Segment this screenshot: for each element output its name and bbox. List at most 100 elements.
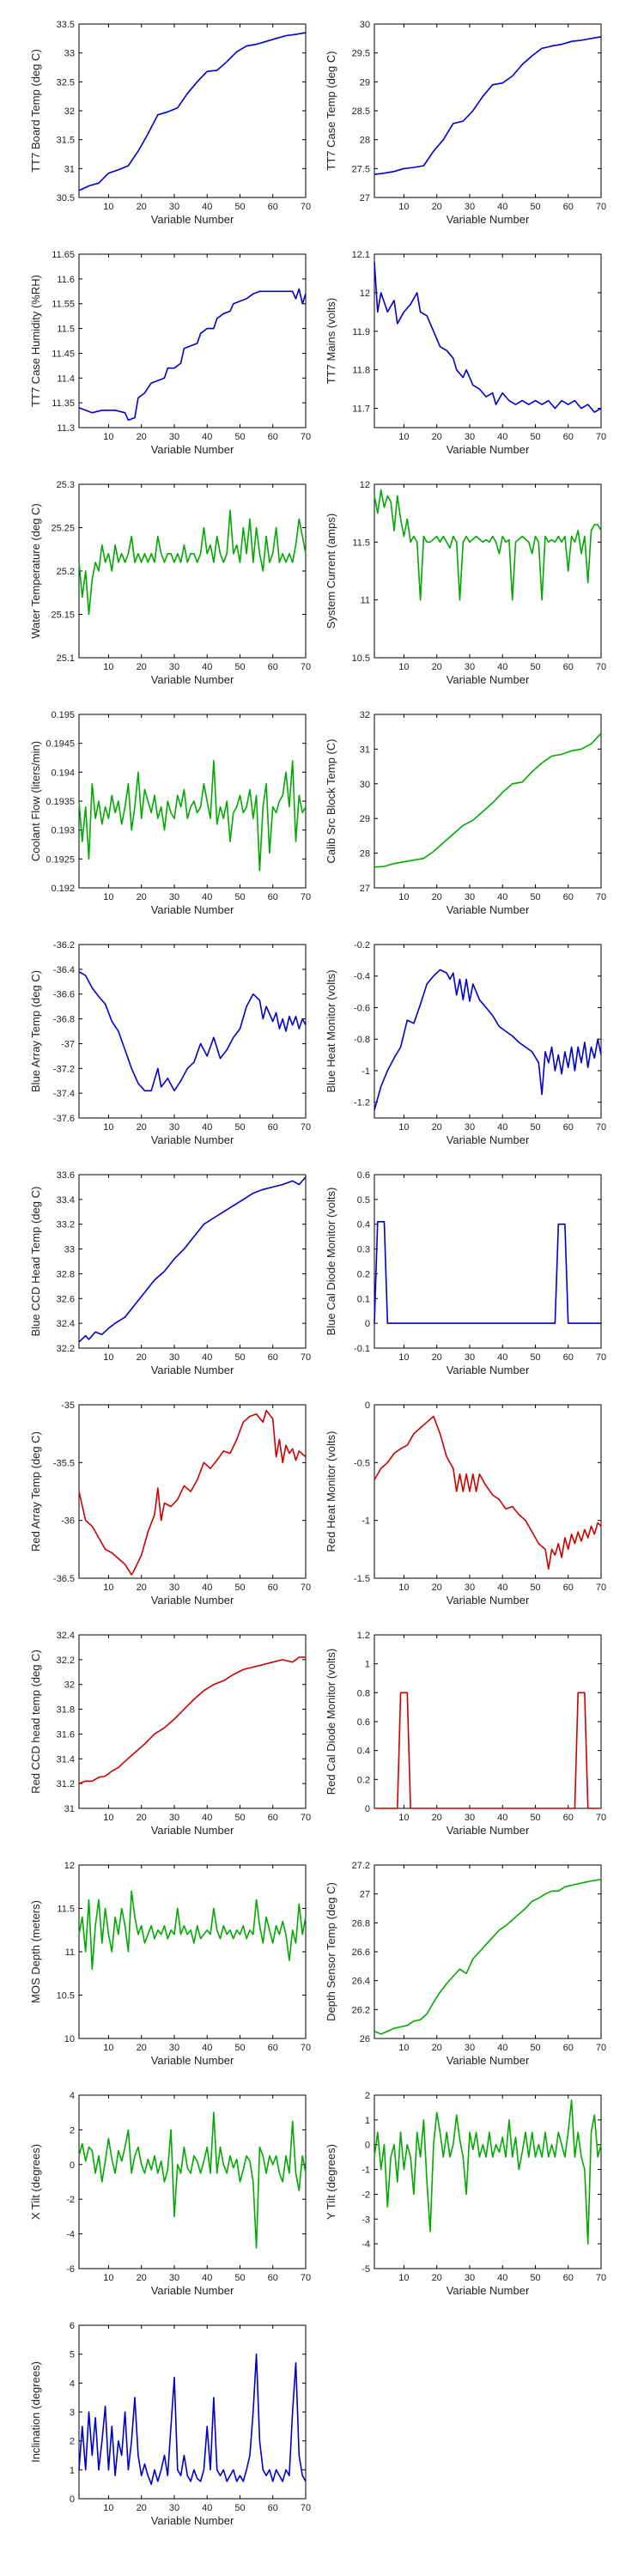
y-tick-label: 5 xyxy=(70,2350,75,2360)
x-tick-label: 40 xyxy=(202,1583,212,1593)
y-tick-label: 11.8 xyxy=(352,366,370,376)
y-tick-label: -36.2 xyxy=(53,940,75,951)
x-axis-label: Variable Number xyxy=(447,213,530,226)
y-tick-label: -0.1 xyxy=(354,1344,370,1354)
x-tick-label: 60 xyxy=(563,2273,574,2283)
x-tick-label: 10 xyxy=(103,1122,113,1133)
y-tick-label: 11.5 xyxy=(352,538,370,548)
y-tick-label: -6 xyxy=(66,2264,75,2275)
x-tick-label: 20 xyxy=(432,202,442,212)
y-tick-label: 2 xyxy=(70,2437,75,2447)
x-tick-label: 20 xyxy=(432,1583,442,1593)
chart-panel-17: 10 20 30 40 50 60 70 10 10.5 11 11.5 12 Variable Num… xyxy=(29,1861,311,2067)
x-tick-label: 50 xyxy=(530,1122,540,1133)
x-tick-label: 70 xyxy=(301,2503,311,2513)
x-tick-label: 70 xyxy=(596,1813,606,1823)
y-tick-label: -0.4 xyxy=(354,972,370,982)
x-tick-label: 40 xyxy=(202,2503,212,2513)
y-tick-label: 27 xyxy=(360,1890,370,1900)
x-tick-label: 10 xyxy=(103,2043,113,2053)
x-tick-label: 60 xyxy=(268,1122,278,1133)
x-tick-label: 30 xyxy=(465,892,475,902)
y-tick-label: 0 xyxy=(365,1400,370,1411)
y-axis-label: Blue Array Temp (deg C) xyxy=(29,970,42,1092)
y-tick-label: 11.4 xyxy=(57,374,75,384)
x-tick-label: 70 xyxy=(301,1122,311,1133)
y-tick-label: 26.8 xyxy=(352,1918,370,1929)
x-tick-label: 40 xyxy=(497,202,507,212)
x-tick-label: 30 xyxy=(169,892,179,902)
x-tick-label: 40 xyxy=(202,1352,212,1363)
x-tick-label: 10 xyxy=(103,1352,113,1363)
y-tick-label: 0.3 xyxy=(357,1245,370,1255)
x-tick-label: 50 xyxy=(234,1583,245,1593)
y-tick-label: -4 xyxy=(361,2239,370,2250)
y-axis-label: MOS Depth (meters) xyxy=(29,1900,42,2003)
x-tick-label: 50 xyxy=(234,432,245,442)
chart-panel-21: 10 20 30 40 50 60 70 0 1 2 3 4 5 6 Variable Number Incl… xyxy=(29,2321,311,2527)
x-tick-label: 20 xyxy=(137,1122,147,1133)
chart-panel-10: 10 20 30 40 50 60 70 -1.2 -1 -0.8 -0.6 -0.4 -0.2 Vari… xyxy=(325,940,606,1146)
y-tick-label: -3 xyxy=(361,2215,370,2225)
x-tick-label: 50 xyxy=(530,892,540,902)
series-line xyxy=(78,971,307,1092)
y-tick-label: 0.6 xyxy=(357,1170,370,1181)
x-axis-label: Variable Number xyxy=(151,1133,234,1146)
y-tick-label: -1.5 xyxy=(354,1574,370,1584)
x-tick-label: 50 xyxy=(530,662,540,672)
y-tick-label: 0.8 xyxy=(357,1688,370,1698)
y-tick-label: -35.5 xyxy=(53,1458,75,1468)
plot-frame xyxy=(374,483,602,659)
y-tick-label: -4 xyxy=(66,2230,75,2240)
y-tick-label: 4 xyxy=(70,2379,75,2389)
x-tick-label: 60 xyxy=(563,892,574,902)
y-tick-label: 25.3 xyxy=(57,480,75,490)
y-tick-label: 31.4 xyxy=(57,1754,75,1765)
y-tick-label: -36.6 xyxy=(53,990,75,1000)
x-tick-label: 20 xyxy=(432,2043,442,2053)
x-axis-label: Variable Number xyxy=(447,443,530,456)
series-line xyxy=(78,1890,307,1970)
x-axis-label: Variable Number xyxy=(447,1824,530,1837)
y-axis-label: Coolant Flow (liters/min) xyxy=(29,741,42,861)
y-tick-label: 0.2 xyxy=(357,1269,370,1279)
y-tick-label: 0.1 xyxy=(357,1294,370,1304)
series-line xyxy=(374,1221,601,1324)
y-tick-label: 11.9 xyxy=(352,327,370,337)
x-tick-label: 10 xyxy=(103,202,113,212)
y-tick-label: 11.45 xyxy=(52,349,75,359)
series-line xyxy=(78,32,307,191)
x-tick-label: 10 xyxy=(398,662,409,672)
y-tick-label: 12 xyxy=(360,289,370,299)
x-tick-label: 70 xyxy=(596,1352,606,1363)
x-tick-label: 20 xyxy=(137,662,147,672)
x-tick-label: 10 xyxy=(398,892,409,902)
y-axis-label: Blue Heat Monitor (volts) xyxy=(325,969,337,1092)
x-tick-label: 50 xyxy=(530,432,540,442)
series-line xyxy=(78,509,307,616)
plot-frame xyxy=(78,2324,307,2500)
x-tick-label: 50 xyxy=(234,202,245,212)
y-tick-label: 33.6 xyxy=(57,1170,75,1181)
x-axis-label: Variable Number xyxy=(447,1364,530,1376)
plot-frame xyxy=(374,1634,602,1809)
y-axis-label: Red Array Temp (deg C) xyxy=(29,1431,42,1552)
x-tick-label: 30 xyxy=(169,2273,179,2283)
y-tick-label: 25.1 xyxy=(57,653,75,664)
y-tick-label: -36.4 xyxy=(53,965,75,975)
x-tick-label: 30 xyxy=(169,1813,179,1823)
y-tick-label: 32.4 xyxy=(57,1631,75,1641)
y-axis-label: TT7 Mains (volts) xyxy=(325,298,337,384)
y-tick-label: 32.2 xyxy=(57,1656,75,1666)
x-tick-label: 70 xyxy=(596,202,606,212)
y-tick-label: 31 xyxy=(64,164,75,174)
x-axis-label: Variable Number xyxy=(151,1364,234,1376)
y-tick-label: 30 xyxy=(360,780,370,790)
y-tick-label: -0.8 xyxy=(354,1035,370,1045)
x-tick-label: 30 xyxy=(169,1583,179,1593)
y-tick-label: 0.194 xyxy=(51,768,75,778)
x-tick-label: 50 xyxy=(234,662,245,672)
x-tick-label: 50 xyxy=(234,2503,245,2513)
x-tick-label: 30 xyxy=(465,2043,475,2053)
x-axis-label: Variable Number xyxy=(151,213,234,226)
